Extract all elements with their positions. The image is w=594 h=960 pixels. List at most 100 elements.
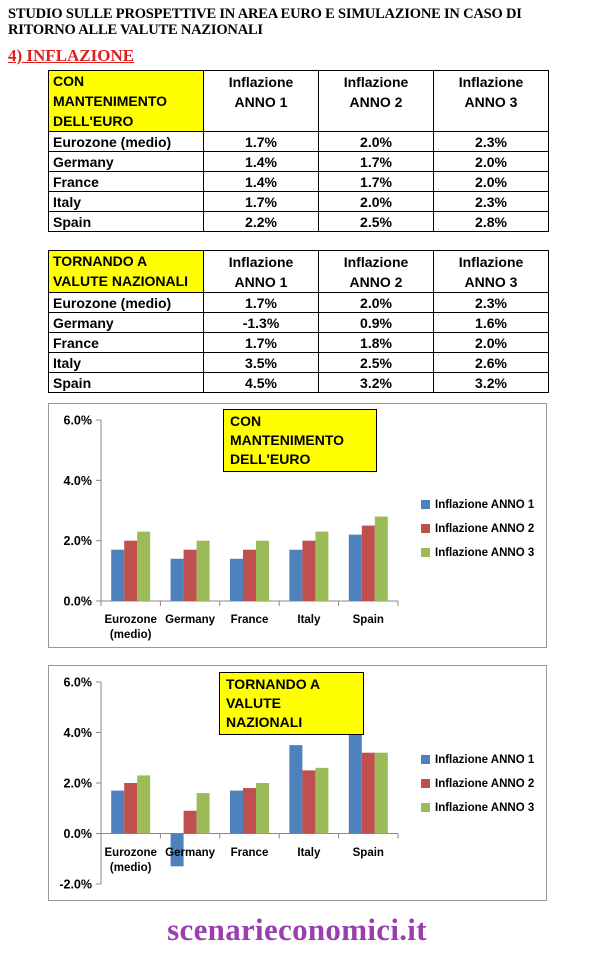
- table-row: Germany 1.4% 1.7% 2.0%: [48, 151, 549, 172]
- column-header: Inflazione ANNO 1: [203, 250, 319, 293]
- legend-label: Inflazione ANNO 1: [435, 499, 535, 511]
- bar-anno-2: [124, 540, 138, 601]
- y-tick-label: 2.0%: [64, 777, 93, 791]
- row-label: France: [48, 171, 204, 192]
- table-cell: 0.9%: [318, 312, 434, 333]
- bar-anno-2: [183, 810, 197, 834]
- bar-anno-3: [315, 767, 329, 834]
- bar-anno-1: [289, 745, 303, 834]
- x-tick-label: Germany: [165, 614, 215, 626]
- table-cell: 2.0%: [318, 131, 434, 152]
- bar-anno-1: [170, 833, 184, 867]
- row-label: Italy: [48, 191, 204, 212]
- table-cell: 2.0%: [433, 171, 549, 192]
- x-tick-label: (medio): [110, 862, 152, 874]
- table-cell: 2.0%: [433, 151, 549, 172]
- table-cell: 2.3%: [433, 292, 549, 313]
- table-cell: 2.0%: [318, 191, 434, 212]
- y-tick-label: 4.0%: [64, 474, 93, 488]
- table-row: France 1.7% 1.8% 2.0%: [48, 332, 549, 353]
- table-row: Eurozone (medio) 1.7% 2.0% 2.3%: [48, 292, 549, 313]
- column-header: Inflazione ANNO 3: [433, 70, 549, 132]
- table-header-row: CON MANTENIMENTO DELL'EURO Inflazione AN…: [48, 70, 549, 132]
- bar-anno-2: [243, 549, 256, 601]
- bar-anno-3: [256, 783, 269, 834]
- legend-swatch: [421, 755, 430, 764]
- table-con-mantenimento: CON MANTENIMENTO DELL'EURO Inflazione AN…: [48, 70, 549, 232]
- bar-anno-1: [111, 549, 125, 601]
- table-cell: 3.2%: [433, 372, 549, 393]
- bar-anno-2: [243, 788, 256, 834]
- bar-anno-1: [111, 790, 125, 834]
- y-tick-label: 4.0%: [64, 726, 93, 740]
- y-tick-label: 6.0%: [64, 676, 93, 690]
- table-cell: 2.0%: [433, 332, 549, 353]
- bar-anno-1: [348, 719, 362, 834]
- table-title-cell: CON MANTENIMENTO DELL'EURO: [48, 70, 204, 132]
- table-cell: 2.0%: [318, 292, 434, 313]
- table-cell: 2.2%: [203, 211, 319, 232]
- chart-svg: 0.0% 2.0% 4.0% 6.0% Eurozone (medio) Germany Fr…: [64, 414, 535, 642]
- table-header-row: TORNANDO A VALUTE NAZIONALI Inflazione A…: [48, 250, 549, 293]
- legend-label: Inflazione ANNO 2: [435, 523, 534, 535]
- table-cell: -1.3%: [203, 312, 319, 333]
- chart-tornando-valute: -2.0% 0.0% 2.0% 4.0% 6.0% Eurozone (medio) Germ…: [48, 665, 547, 901]
- x-tick-label: Spain: [353, 614, 384, 626]
- bar-anno-3: [196, 540, 210, 601]
- table-row: Spain 4.5% 3.2% 3.2%: [48, 372, 549, 393]
- table-cell: 3.2%: [318, 372, 434, 393]
- y-tick-label: 6.0%: [64, 414, 93, 428]
- x-tick-label: Eurozone: [105, 614, 157, 626]
- bar-anno-1: [230, 558, 243, 601]
- table-cell: 1.7%: [203, 332, 319, 353]
- table-cell: 2.5%: [318, 352, 434, 373]
- bar-anno-3: [315, 531, 329, 601]
- row-label: Spain: [48, 211, 204, 232]
- table-cell: 1.7%: [203, 191, 319, 212]
- table-cell: 2.6%: [433, 352, 549, 373]
- legend-swatch: [421, 524, 430, 533]
- page-header: STUDIO SULLE PROSPETTIVE IN AREA EURO E …: [8, 6, 588, 38]
- table-cell: 2.5%: [318, 211, 434, 232]
- row-label: Germany: [48, 151, 204, 172]
- bar-anno-3: [374, 516, 388, 601]
- legend-label: Inflazione ANNO 2: [435, 778, 534, 790]
- column-header: Inflazione ANNO 3: [433, 250, 549, 293]
- chart-title: TORNANDO A VALUTE NAZIONALI: [219, 672, 364, 735]
- x-tick-label: Spain: [353, 847, 384, 859]
- section-title: 4) INFLAZIONE: [8, 46, 135, 65]
- x-tick-label: (medio): [110, 629, 152, 641]
- bar-anno-3: [137, 531, 151, 601]
- bar-anno-3: [256, 540, 269, 601]
- x-tick-label: Italy: [297, 847, 321, 859]
- header-line-1: STUDIO SULLE PROSPETTIVE IN AREA EURO E …: [8, 6, 522, 22]
- y-tick-label: 0.0%: [64, 827, 93, 841]
- x-tick-label: Eurozone: [105, 847, 157, 859]
- table-row: Eurozone (medio) 1.7% 2.0% 2.3%: [48, 131, 549, 152]
- column-header: Inflazione ANNO 2: [318, 250, 434, 293]
- table-cell: 1.7%: [203, 292, 319, 313]
- bar-anno-1: [289, 549, 303, 601]
- column-header: Inflazione ANNO 1: [203, 70, 319, 132]
- legend-label: Inflazione ANNO 3: [435, 547, 534, 559]
- y-tick-label: 0.0%: [64, 595, 93, 609]
- table-cell: 2.3%: [433, 131, 549, 152]
- bar-anno-2: [361, 525, 375, 601]
- bar-anno-1: [230, 790, 243, 834]
- bar-anno-2: [124, 783, 138, 834]
- y-tick-label: 2.0%: [64, 534, 93, 548]
- legend-swatch: [421, 803, 430, 812]
- x-tick-label: Germany: [165, 847, 215, 859]
- table-cell: 3.5%: [203, 352, 319, 373]
- table-row: Germany -1.3% 0.9% 1.6%: [48, 312, 549, 333]
- table-row: Spain 2.2% 2.5% 2.8%: [48, 211, 549, 232]
- bar-anno-3: [196, 793, 210, 834]
- row-label: Italy: [48, 352, 204, 373]
- brand-footer: scenarieconomici.it: [167, 912, 427, 947]
- table-cell: 1.8%: [318, 332, 434, 353]
- chart-con-mantenimento: 0.0% 2.0% 4.0% 6.0% Eurozone (medio) Germany Fr…: [48, 403, 547, 648]
- row-label: Eurozone (medio): [48, 131, 204, 152]
- table-cell: 2.3%: [433, 191, 549, 212]
- chart-title: CON MANTENIMENTO DELL'EURO: [223, 409, 377, 472]
- table-cell: 1.7%: [318, 151, 434, 172]
